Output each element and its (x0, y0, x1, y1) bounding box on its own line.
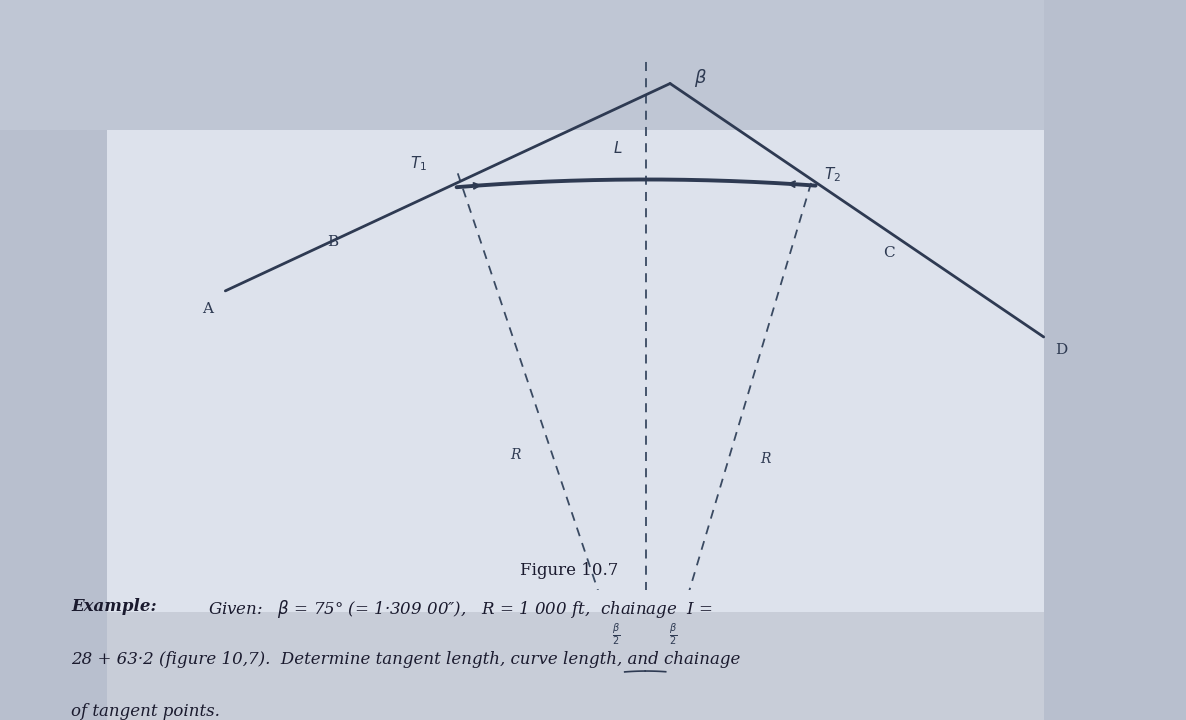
Text: of tangent points.: of tangent points. (71, 703, 221, 720)
Text: $\frac{\beta}{2}$: $\frac{\beta}{2}$ (612, 621, 620, 647)
Text: B: B (327, 235, 338, 249)
Text: C: C (884, 246, 895, 261)
Text: D: D (1056, 343, 1067, 356)
Text: $T_1$: $T_1$ (410, 154, 427, 173)
Text: $L$: $L$ (613, 140, 623, 156)
Text: R: R (511, 448, 521, 462)
Text: $\frac{\beta}{2}$: $\frac{\beta}{2}$ (669, 621, 677, 647)
Text: Figure 10.7: Figure 10.7 (521, 562, 618, 579)
Text: Example:: Example: (71, 598, 157, 615)
Text: A: A (203, 302, 213, 316)
Text: 28 + 63·2 (figure 10,7).  Determine tangent length, curve length, and chainage: 28 + 63·2 (figure 10,7). Determine tange… (71, 651, 740, 668)
Text: $T_2$: $T_2$ (824, 166, 841, 184)
Text: $\beta$: $\beta$ (694, 67, 707, 89)
Text: Given:   $\beta$ = 75° (= 1·309 00″),   R = 1 000 ft,  chainage  I =: Given: $\beta$ = 75° (= 1·309 00″), R = … (208, 598, 713, 620)
Text: R: R (760, 452, 770, 467)
